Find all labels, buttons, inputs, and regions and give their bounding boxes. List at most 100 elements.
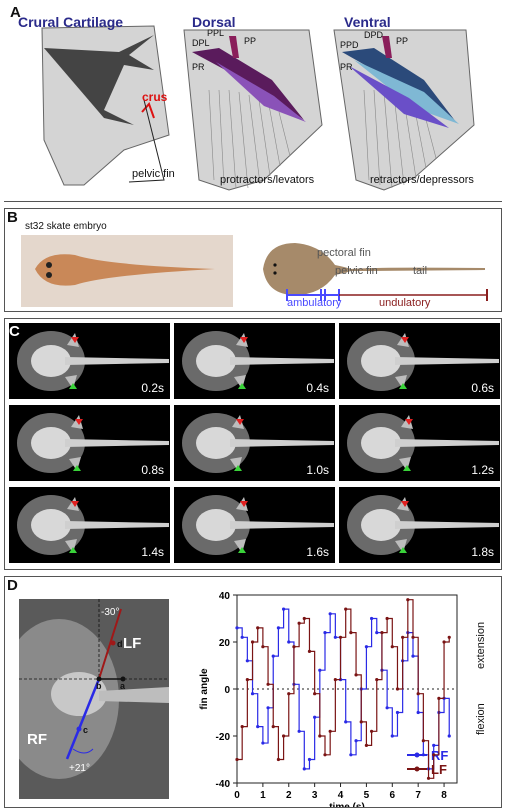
data-point-lf (297, 621, 301, 625)
skate-frame (182, 331, 334, 391)
data-point-lf (256, 626, 260, 630)
green-marker (69, 383, 77, 389)
legend-marker (414, 752, 420, 758)
green-marker (238, 547, 246, 553)
lf-label: LF (123, 635, 142, 652)
x-tick-label: 8 (441, 790, 447, 801)
panel-a-label: A (10, 4, 21, 21)
data-point-rf (333, 635, 337, 639)
data-point-rf (328, 612, 332, 616)
data-point-lf (271, 725, 275, 729)
data-point-rf (261, 741, 265, 745)
data-point-rf (432, 743, 436, 747)
video-frame: 0.4s (174, 323, 335, 399)
frame-time-label: 0.6s (471, 381, 494, 395)
video-frame: 1.8s (339, 487, 500, 563)
x-tick-label: 5 (364, 790, 370, 801)
x-axis-label: time (s) (329, 802, 365, 807)
data-point-rf (411, 654, 415, 658)
skate-frame (347, 495, 499, 555)
dorsal-title: Dorsal (192, 14, 236, 30)
frame-time-label: 1.2s (471, 463, 494, 477)
dorsal-pp-label: PP (244, 36, 257, 46)
green-marker (238, 383, 246, 389)
frame-time-label: 1.6s (306, 545, 329, 559)
data-point-rf (287, 640, 291, 644)
data-point-lf (245, 678, 249, 682)
green-marker (69, 547, 77, 553)
data-point-rf (447, 734, 451, 738)
dorsal-ppl-label: PPL (207, 28, 225, 38)
data-point-lf (364, 743, 369, 747)
embryo-caption: st32 skate embryo (25, 221, 107, 232)
panel-b: B st32 skate embryo pectoral fin pelvic … (4, 208, 502, 312)
data-point-lf (406, 598, 410, 602)
x-tick-label: 4 (338, 790, 344, 801)
crus-label: crus (142, 90, 168, 104)
panel-b-illustration (21, 235, 488, 307)
red-marker (240, 337, 248, 343)
x-tick-label: 3 (312, 790, 318, 801)
video-frame: 0.8s (9, 405, 170, 481)
data-point-rf (416, 710, 420, 715)
frame-time-label: 0.8s (141, 463, 164, 477)
ventral-dpd-label: DPD (364, 30, 384, 40)
data-point-lf (369, 729, 374, 733)
pectoral-fin-label: pectoral fin (317, 247, 371, 259)
fin-angle-diagram (19, 599, 169, 779)
data-point-lf (276, 757, 281, 762)
data-point-rf (349, 753, 353, 757)
data-point-lf (437, 696, 441, 700)
data-point-rf (390, 734, 394, 738)
ambulatory-label: ambulatory (287, 297, 342, 309)
data-point-lf (359, 720, 363, 724)
data-point-rf (276, 626, 281, 630)
panel-a: A Crural Cartilage Dorsal Ventra (4, 0, 502, 202)
point-c-label: c (83, 725, 89, 735)
point-d-label: d (117, 639, 123, 649)
data-point-lf (240, 725, 244, 729)
data-point-lf (266, 682, 270, 686)
red-marker (401, 501, 409, 507)
data-point-lf (349, 631, 353, 635)
ventral-pr-label: PR (340, 62, 353, 72)
y-tick-label: 0 (224, 685, 230, 696)
data-point-rf (364, 645, 369, 649)
dorsal-caption: protractors/levators (220, 174, 315, 186)
data-point-rf (281, 607, 286, 611)
panel-c-label: C (9, 323, 20, 340)
skate-frame (17, 495, 169, 555)
skate-frame (182, 413, 334, 473)
data-point-lf (354, 673, 358, 677)
x-tick-label: 0 (234, 790, 240, 801)
ventral-pp-label: PP (396, 36, 409, 46)
data-point-lf (344, 607, 348, 611)
data-point-rf (297, 729, 301, 733)
series-line-rf (237, 608, 450, 770)
y-tick-label: 20 (219, 638, 231, 649)
data-point-lf (375, 678, 379, 682)
data-point-lf (302, 616, 306, 621)
point-b-label: b (96, 681, 102, 691)
fin-angle-image: LF RF -30° +21° a b c d (19, 599, 169, 799)
ventral-caption: retractors/depressors (370, 174, 474, 186)
data-point-lf (292, 645, 296, 649)
red-marker (71, 337, 79, 343)
data-point-rf (240, 635, 244, 639)
angle-down-label: +21° (69, 763, 90, 774)
video-frame: 0.6s (339, 323, 500, 399)
legend-marker (414, 766, 420, 772)
green-marker (399, 383, 407, 389)
red-marker (405, 419, 413, 425)
video-frame: 1.6s (174, 487, 335, 563)
data-point-rf (385, 706, 389, 710)
data-point-lf (333, 678, 337, 682)
skate-frame (17, 413, 169, 473)
panel-b-label: B (7, 209, 18, 226)
red-marker (71, 501, 79, 507)
green-marker (234, 465, 242, 471)
data-point-rf (266, 706, 270, 710)
ventral-title: Ventral (344, 14, 391, 30)
x-tick-label: 7 (415, 790, 421, 801)
data-point-lf (380, 631, 384, 635)
